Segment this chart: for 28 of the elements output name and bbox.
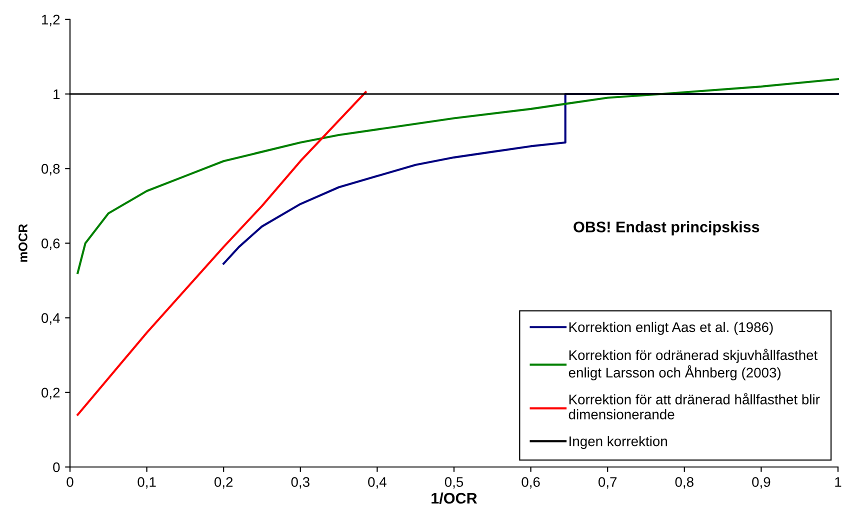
x-tick-label: 0,4 [368,477,386,489]
x-tick-label: 0,7 [598,477,617,489]
x-tick-label: 0,1 [138,477,156,489]
legend-label: Ingen korrektion [570,436,667,449]
y-tick-label: 0,8 [42,164,60,176]
line-series [76,91,367,416]
x-tick-label: 0,3 [291,477,310,489]
annotation: OBS! Endast principskiss [574,221,760,236]
x-tick-label: 0,9 [752,477,770,489]
x-tick-label: 0,8 [675,477,694,489]
y-tick-label: 0,6 [42,238,60,250]
y-tick-label: 0,2 [42,388,60,400]
x-axis-title: 1/OCR [432,492,478,504]
x-tick-label: 0,2 [214,477,233,489]
line-series [222,92,840,265]
x-tick-label: 0 [66,477,74,487]
legend-label: Korrektion enligt Aas et al. (1986) [569,322,773,335]
legend-label: Korrektion för att dränerad hållfasthet blir dimensionerande [568,393,820,420]
x-tick-label: 0,6 [522,477,540,489]
line-series [76,78,840,274]
y-tick-label: 0 [53,462,60,472]
y-tick-label: 1,2 [42,14,60,26]
x-tick-label: 0,5 [444,477,464,489]
y-axis-title: mOCR [18,224,28,262]
legend-label: Korrektion för odränerad skjuvhållfasthet enligt Larsson och Åhnberg (2003) [568,348,818,380]
y-tick-label: 0,4 [42,313,60,325]
x-tick-label: 1 [835,477,842,487]
y-tick-label: 1 [54,89,60,100]
